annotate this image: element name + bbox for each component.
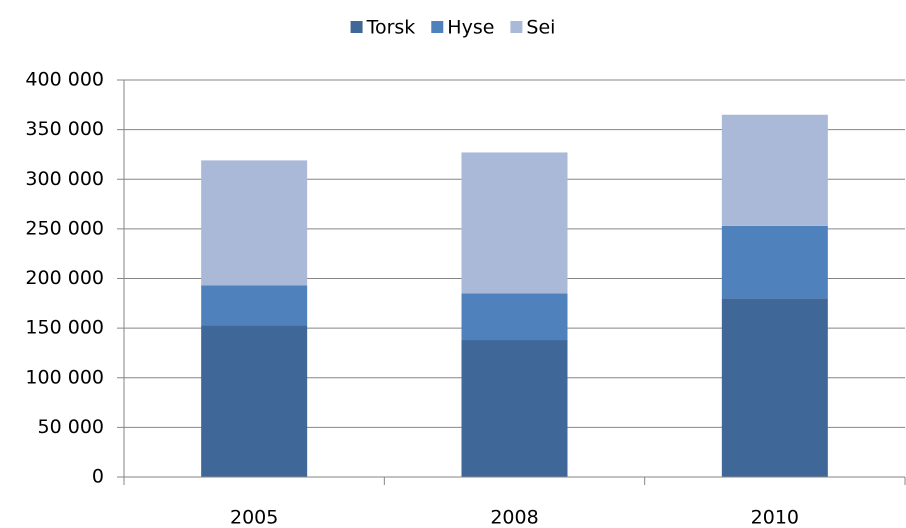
y-tick-label: 50 000 [38,416,104,438]
bar-segment [461,152,568,294]
y-tick-label: 350 000 [25,118,104,140]
y-tick-label: 150 000 [25,317,104,339]
bar-segment [201,285,308,326]
legend-label: Sei [526,17,555,39]
y-tick-label: 0 [92,466,104,488]
legend-swatch [350,21,363,33]
bar-segment [461,293,568,341]
legend-label: Hyse [447,17,494,39]
bar-segment [721,298,828,477]
y-tick-label: 200 000 [25,267,104,289]
legend-swatch [431,21,444,33]
x-tick-label: 2005 [230,507,278,528]
legend: Torsk Hyse Sei [350,17,555,39]
bar-segment [201,160,308,286]
y-tick-label: 250 000 [25,217,104,239]
bar-segment [721,225,828,299]
bar-segment [461,340,568,477]
y-tick-label: 100 000 [25,366,104,388]
legend-swatch [510,21,523,33]
x-tick-label: 2008 [490,507,538,528]
y-tick-label: 400 000 [25,69,104,91]
x-tick-label: 2010 [751,507,799,528]
y-tick-label: 300 000 [25,168,104,190]
legend-label: Torsk [366,17,416,39]
bar-segment [721,114,828,226]
bar-segment [201,325,308,477]
